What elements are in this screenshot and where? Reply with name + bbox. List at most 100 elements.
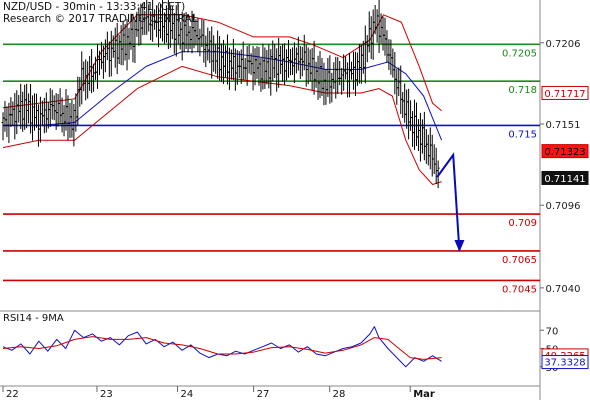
price-bar (320, 58, 324, 97)
price-bar (326, 57, 330, 97)
level-label-3: 0.709 (508, 218, 537, 229)
forecast-arrow-path (436, 152, 461, 252)
price-bar (96, 43, 100, 89)
price-bar (277, 37, 281, 88)
price-bar (241, 41, 245, 80)
price-bar (420, 119, 424, 154)
price-bar (405, 89, 409, 129)
price-bar (290, 47, 294, 75)
price-badge-label-0: 0.71717 (544, 89, 585, 100)
price-bar (426, 134, 430, 166)
price-bar (294, 47, 298, 74)
price-bar (348, 52, 352, 98)
price-bar (225, 34, 229, 85)
price-bar (275, 48, 279, 92)
price-bar (86, 61, 90, 99)
level-label-0: 0.7205 (502, 48, 537, 59)
price-bar (273, 43, 277, 79)
price-bar (119, 25, 123, 66)
price-bar (344, 56, 348, 80)
price-bar (259, 57, 263, 92)
price-bar (3, 101, 7, 132)
price-bar (385, 30, 389, 63)
price-bar (113, 27, 117, 68)
price-bar (17, 94, 21, 123)
price-bar (97, 50, 101, 76)
price-bar (178, 21, 182, 50)
price-bar (407, 88, 411, 140)
price-bar (353, 51, 357, 96)
price-bar (11, 101, 15, 127)
chart-title: NZD/USD - 30min - 13:33:41 (CET) (3, 1, 186, 13)
price-bar (283, 43, 287, 85)
price-bar (243, 58, 247, 80)
price-bar (40, 100, 44, 126)
price-bar (107, 41, 111, 77)
price-bar (117, 34, 121, 65)
price-bar (5, 106, 9, 137)
price-bar (269, 49, 273, 96)
x-tick-label-1: 23 (100, 389, 113, 400)
price-bar (208, 31, 212, 64)
research-credit: Research © 2017 TRADING CENTRAL (3, 13, 198, 25)
price-bar (82, 61, 86, 92)
price-bar (271, 40, 275, 82)
price-bar (188, 25, 192, 50)
x-tick-label-2: 24 (181, 389, 194, 400)
price-bar (298, 46, 302, 80)
price-bar (395, 68, 399, 105)
price-bar (109, 30, 113, 77)
price-bar (27, 93, 31, 124)
price-bar (31, 95, 35, 141)
rsi-series-line-0 (2, 326, 442, 368)
price-bar (381, 16, 385, 51)
price-bar (60, 97, 64, 133)
price-bar (342, 54, 346, 91)
price-bar (99, 41, 103, 70)
rsi-series-line-1 (2, 336, 442, 360)
price-badge-0 (541, 85, 589, 100)
price-bar (310, 48, 314, 91)
price-badge-label-1: 0.71323 (544, 147, 585, 158)
y-tick-label-1: 0.7151 (546, 120, 581, 131)
price-bar (56, 93, 60, 127)
price-bar (281, 44, 285, 82)
price-badge-2 (541, 170, 589, 185)
level-label-2: 0.715 (508, 129, 537, 140)
price-bar (58, 88, 62, 125)
price-bar (336, 57, 340, 95)
y-tick-label-0: 0.7206 (546, 39, 581, 50)
price-bar (214, 43, 218, 74)
price-bar (253, 48, 257, 86)
rsi-panel-title: RSI14 - 9MA (3, 313, 64, 324)
price-bar (287, 40, 291, 78)
x-tick-label-4: 28 (333, 389, 346, 400)
price-bar (133, 20, 137, 63)
price-bar (105, 31, 109, 61)
price-bar (351, 51, 355, 90)
price-bar (416, 119, 420, 152)
level-label-5: 0.7045 (502, 284, 537, 295)
price-bar (432, 144, 436, 175)
price-bar (334, 56, 338, 99)
price-bar (403, 83, 407, 123)
level-label-1: 0.718 (508, 85, 537, 96)
price-bar (23, 84, 27, 130)
x-tick-label-5: Mar (413, 389, 435, 400)
rsi-tick-label-0: 70 (546, 326, 559, 337)
price-bar (296, 36, 300, 71)
price-bar (285, 49, 289, 81)
price-bar (84, 59, 88, 101)
price-bar (324, 69, 328, 105)
price-bar (123, 24, 127, 61)
y-tick-label-3: 0.7040 (546, 284, 581, 295)
bollinger-lower-line (2, 65, 442, 185)
price-bar (216, 30, 220, 79)
price-bar (231, 38, 235, 81)
price-bar (393, 52, 397, 95)
rsi-badge-1 (541, 355, 589, 370)
price-bar (418, 112, 422, 162)
rsi-badge-label-1: 37.3328 (544, 358, 585, 369)
